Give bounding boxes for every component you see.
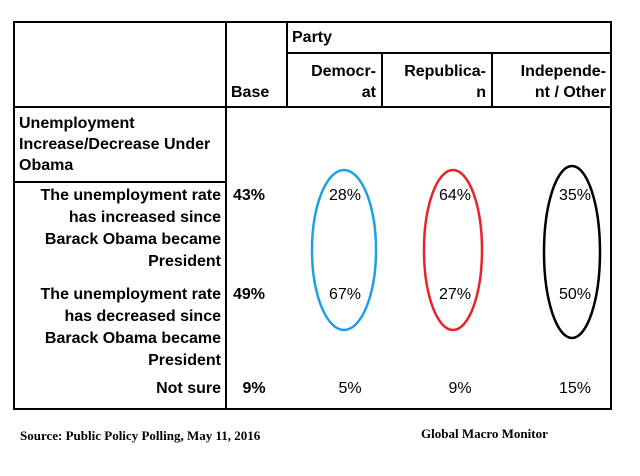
question-bottom-divider (13, 181, 227, 183)
cell-increased-base: 43% (232, 187, 266, 204)
cell-notsure-independent: 15% (558, 380, 592, 397)
cell-decreased-base: 49% (232, 286, 266, 303)
dem-rep-divider (381, 52, 383, 108)
democrat-highlight-ellipse (310, 168, 378, 332)
header-bottom-divider (13, 106, 612, 108)
base-column-divider (286, 21, 288, 108)
cell-decreased-independent: 50% (558, 286, 592, 303)
table-border-right (610, 21, 612, 410)
republican-highlight-ellipse (422, 168, 484, 332)
question-label: Unemployment Increase/Decrease Under Oba… (19, 115, 211, 174)
party-header-divider (286, 52, 612, 54)
row-label-increased: The unemployment rate has increased sinc… (40, 187, 221, 270)
cell-increased-independent: 35% (558, 187, 592, 204)
brand-label: Global Macro Monitor (421, 426, 548, 441)
label-column-divider (225, 21, 227, 410)
table-border-left (13, 21, 15, 410)
cell-notsure-republican: 9% (448, 380, 472, 397)
party-group-header: Party (292, 29, 333, 46)
table-border-bottom (13, 408, 612, 410)
cell-increased-democrat: 28% (328, 187, 362, 204)
column-header-independent: Independe- nt / Other (520, 63, 606, 101)
column-header-democrat: Democr- at (311, 63, 376, 101)
column-header-base: Base (231, 84, 270, 101)
table-border-top (13, 21, 612, 23)
row-label-not-sure: Not sure (156, 380, 221, 397)
cell-decreased-democrat: 67% (328, 286, 362, 303)
row-label-decreased: The unemployment rate has decreased sinc… (40, 286, 221, 369)
rep-ind-divider (491, 52, 493, 108)
cell-increased-republican: 64% (438, 187, 472, 204)
independent-highlight-ellipse (542, 164, 602, 340)
source-note: Source: Public Policy Polling, May 11, 2… (20, 428, 261, 443)
cell-notsure-base: 9% (242, 380, 266, 397)
column-header-republican: Republica- n (404, 63, 486, 101)
cell-notsure-democrat: 5% (338, 380, 362, 397)
cell-decreased-republican: 27% (438, 286, 472, 303)
